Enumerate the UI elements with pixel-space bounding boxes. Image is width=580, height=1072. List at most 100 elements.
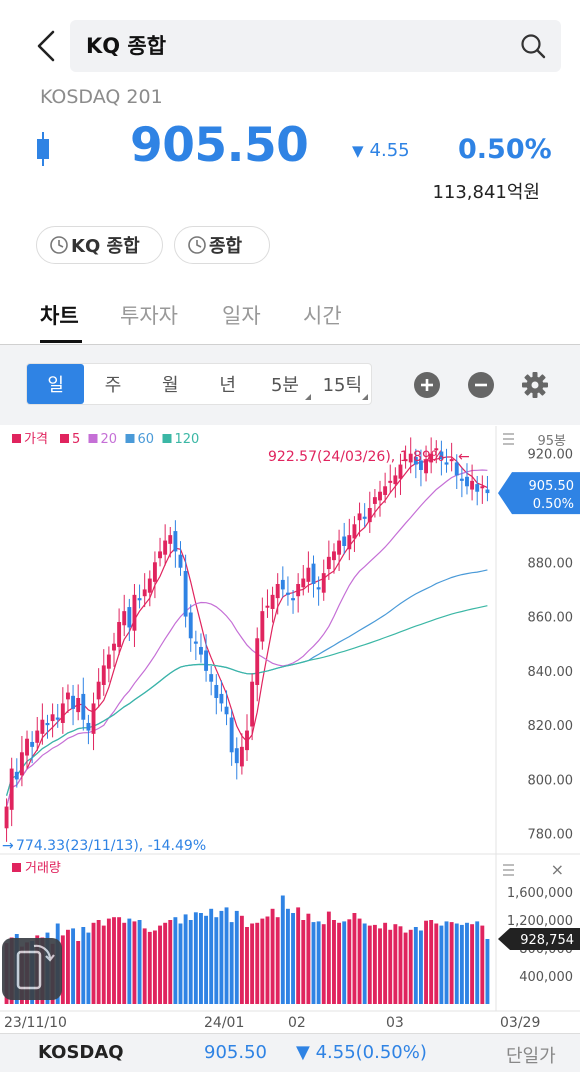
price-axis: 920.00 880.00 860.00 840.00 820.00 800.00 780.… [528, 448, 574, 843]
price-tick-label: 840.00 [528, 665, 574, 680]
candle-body [158, 551, 162, 559]
bottom-quote-bar: KOSDAQ 905.50 ▼ 4.55(0.50%) 단일가 [0, 1033, 580, 1072]
volume-bar [86, 932, 91, 1004]
bottom-price: 905.50 [204, 1042, 267, 1063]
candle-body [19, 752, 24, 776]
hamburger-icon[interactable] [503, 433, 514, 445]
gear-icon[interactable] [521, 371, 549, 399]
candle-body [408, 453, 413, 463]
high-annotation: 922.57(24/03/26), 1.89% [268, 449, 444, 465]
legend-swatch-3 [125, 434, 135, 443]
date-tick-label: 03/29 [500, 1015, 540, 1031]
candle-body [224, 706, 229, 715]
candle-body [168, 535, 173, 544]
content-tabs: 차트 투자자 일자 시간 [0, 288, 580, 345]
price-tick-label: 820.00 [528, 719, 574, 734]
chart-legend: 가격 5 20 60 120 [12, 432, 199, 447]
chip-kq-composite[interactable]: KQ 종합 [36, 226, 163, 264]
candle-body [50, 714, 55, 722]
tab-time[interactable]: 시간 [303, 304, 342, 328]
date-tick-label: 23/11/10 [4, 1015, 67, 1031]
chart-toolbar: 일 주 월 년 5분 15틱 [0, 345, 580, 425]
back-button[interactable] [28, 26, 64, 66]
volume-bar [459, 924, 464, 1004]
candle-body [188, 612, 193, 639]
period-5min[interactable]: 5분 [256, 364, 313, 404]
search-input[interactable]: KQ 종합 [70, 20, 561, 72]
volume-bar [408, 929, 413, 1004]
price-tick-label: 780.00 [528, 828, 574, 843]
index-subtitle: KOSDAQ 201 [40, 86, 163, 108]
volume-bar [255, 922, 260, 1004]
zoom-in-button[interactable] [413, 371, 441, 399]
volume-bar [91, 922, 96, 1004]
candle-body [112, 643, 116, 651]
volume-bar [173, 917, 178, 1004]
volume-bar [332, 920, 336, 1004]
volume-tick-label: 1,600,000 [507, 886, 573, 901]
volume-bar [122, 922, 127, 1004]
candle-body [9, 768, 14, 810]
single-price-button[interactable]: 단일가 [506, 1046, 556, 1067]
price-tick-label: 880.00 [528, 556, 574, 571]
period-week[interactable]: 주 [104, 375, 122, 396]
candle-body [4, 806, 9, 829]
volume-bar [352, 913, 357, 1004]
candle-body [122, 611, 127, 626]
volume-bar [413, 927, 418, 1004]
candle-body [35, 730, 40, 743]
candle-body [367, 508, 372, 523]
candle-body [454, 462, 459, 476]
legend-label-0: 가격 [24, 432, 48, 447]
candle-body [163, 540, 168, 555]
tab-chart[interactable]: 차트 [40, 304, 79, 328]
volume-bar [383, 922, 388, 1004]
candle-body [178, 554, 183, 568]
current-rate-tag-value: 0.50% [533, 497, 574, 512]
date-tick-label: 24/01 [204, 1015, 244, 1031]
bottom-change-value: ▼ 4.55 [296, 1042, 356, 1063]
candle-body [403, 459, 408, 462]
candle-body [71, 695, 76, 709]
period-15tick[interactable]: 15틱 [314, 364, 371, 404]
search-icon[interactable] [519, 32, 547, 60]
close-icon[interactable]: × [551, 860, 564, 879]
legend-label-4: 120 [175, 432, 200, 447]
candle-body [204, 650, 209, 671]
chip-composite[interactable]: 종합 [174, 226, 270, 264]
candle-body [214, 684, 219, 698]
volume-bar [168, 920, 173, 1004]
tab-daily[interactable]: 일자 [222, 304, 261, 328]
candle-icon [37, 132, 49, 166]
floating-phone-button[interactable] [2, 938, 62, 1000]
volume-bar [316, 921, 321, 1004]
tab-investor[interactable]: 투자자 [120, 304, 178, 328]
candle-body [326, 556, 331, 570]
hamburger-icon[interactable] [503, 864, 514, 876]
volume-bar [480, 925, 485, 1004]
candle-body [245, 730, 249, 751]
volume-bar [398, 926, 403, 1004]
period-month[interactable]: 월 [162, 375, 179, 396]
candle-body [101, 665, 106, 685]
candle-body [306, 567, 311, 582]
volume-bar [275, 917, 280, 1004]
volume-bar [444, 921, 449, 1004]
bottom-change: ▼ 4.55(0.50%) [296, 1042, 427, 1063]
arrow-right-icon: → [2, 838, 14, 854]
candle-body [301, 578, 306, 588]
zoom-out-button[interactable] [467, 371, 495, 399]
volume-bar [367, 925, 372, 1004]
candle-body [347, 535, 352, 550]
candle-body [388, 480, 393, 483]
volume-bar [245, 927, 249, 1004]
volume-bar [137, 920, 142, 1004]
period-year[interactable]: 년 [219, 375, 236, 396]
period-day[interactable]: 일 [27, 364, 85, 404]
price-chart[interactable]: 가격 5 20 60 120 95봉 920.00 880.00 860.00 840.00 8… [0, 426, 580, 1033]
candle-body [81, 693, 86, 720]
candle-body [434, 448, 439, 451]
candle-body [372, 497, 377, 504]
candle-body [255, 638, 260, 685]
volume-bar [291, 913, 295, 1004]
